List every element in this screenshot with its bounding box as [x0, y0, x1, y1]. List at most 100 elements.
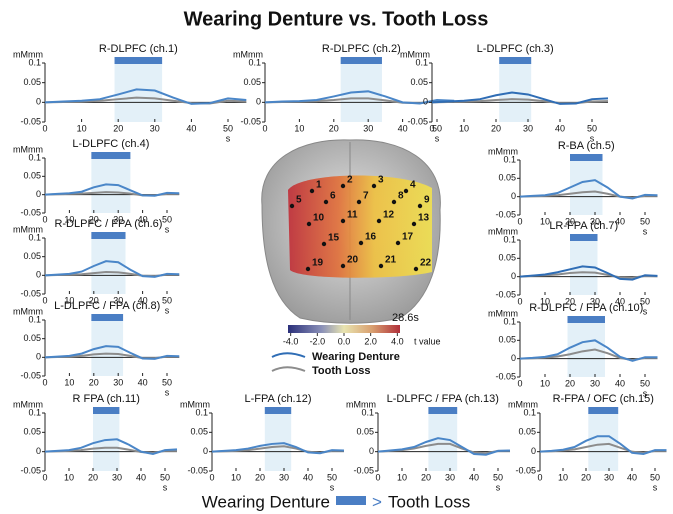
x-tick-label: 10 [64, 214, 74, 224]
panel-title: R-DLPFC (ch.2) [322, 43, 401, 55]
y-tick-label: 0 [369, 446, 374, 456]
colorbar-tick-label: -2.0 [310, 336, 326, 346]
panel-title: L-FPA (ch.12) [244, 393, 311, 405]
x-tick-label: 0 [517, 216, 522, 226]
channel-label: 2 [347, 175, 353, 186]
x-tick-label: 0 [42, 214, 47, 224]
y-tick-label: -0.05 [515, 465, 536, 475]
series-line [44, 183, 180, 197]
colorbar-label: t value [414, 336, 441, 346]
x-axis-label: s [643, 388, 648, 398]
x-tick-label: 10 [64, 295, 74, 305]
channel-dot [411, 221, 417, 227]
y-tick-label: 0.05 [498, 335, 516, 345]
panel-title: L-DLPFC (ch.4) [72, 138, 149, 150]
legend-line [271, 366, 306, 372]
channel-dot [356, 199, 362, 205]
series-line [431, 91, 609, 105]
significance-bar [570, 154, 603, 161]
y-tick-label: 0.1 [361, 407, 374, 417]
legend-line [271, 352, 306, 358]
x-tick-label: 20 [89, 295, 99, 305]
x-axis-label: s [165, 305, 170, 315]
x-tick-label: 40 [138, 214, 148, 224]
x-tick-label: 50 [223, 123, 233, 133]
x-axis-label: s [165, 387, 170, 397]
channel-label: 1 [316, 180, 322, 191]
footer-right: Tooth Loss [388, 492, 470, 511]
task-shade [567, 322, 605, 377]
channel-dot [413, 266, 419, 272]
y-tick-label: -0.05 [20, 207, 41, 217]
y-tick-label: 0.05 [410, 77, 428, 87]
task-shade [264, 413, 292, 471]
x-axis-label: s [590, 133, 595, 143]
channel-dot [378, 263, 384, 269]
y-tick-label: 0.1 [28, 314, 41, 324]
y-tick-label: 0 [36, 270, 41, 280]
y-tick-label: 0.05 [498, 253, 516, 263]
significance-bar [264, 407, 292, 414]
channel-label: 6 [330, 191, 336, 202]
y-tick-label: 0.05 [498, 173, 516, 183]
panel-title: L-DLPFC (ch.3) [477, 43, 554, 55]
x-tick-label: 40 [136, 472, 146, 482]
x-tick-label: 30 [279, 472, 289, 482]
significance-bar [91, 232, 126, 239]
channel-label: 21 [385, 255, 397, 266]
x-tick-label: 50 [432, 123, 442, 133]
channel-label: 22 [420, 258, 432, 269]
x-tick-label: 40 [555, 123, 565, 133]
y-tick-label: 0 [511, 191, 516, 201]
y-tick-label: -0.05 [495, 289, 516, 299]
y-tick-label: 0.1 [248, 57, 261, 67]
y-axis-label: mMmm [400, 49, 430, 59]
y-tick-label: 0.1 [28, 407, 41, 417]
x-tick-label: 30 [604, 472, 614, 482]
panel-title: L-DLPFC / FPA (ch.8) [54, 300, 160, 312]
y-tick-label: 0.1 [503, 234, 516, 244]
channel-dot [323, 199, 329, 205]
y-tick-label: 0 [36, 189, 41, 199]
x-tick-label: 50 [162, 295, 172, 305]
channel-label: 19 [312, 258, 324, 269]
x-tick-label: 10 [459, 123, 469, 133]
y-tick-label: 0.05 [23, 171, 41, 181]
y-tick-label: -0.05 [20, 116, 41, 126]
x-tick-label: 50 [640, 378, 650, 388]
series-line [211, 442, 345, 455]
y-tick-label: 0 [423, 97, 428, 107]
y-tick-label: 0.1 [523, 407, 536, 417]
panel-title: R-DLPFC / FPA (ch.10) [529, 302, 643, 314]
y-tick-label: 0.05 [243, 77, 261, 87]
x-tick-label: 10 [64, 377, 74, 387]
brain [261, 139, 441, 333]
channel-label: 13 [418, 213, 430, 224]
y-axis-label: mMmm [13, 49, 43, 59]
channel-label: 11 [347, 210, 358, 221]
x-tick-label: 0 [517, 378, 522, 388]
significance-bar [340, 57, 382, 64]
series-line [44, 438, 178, 456]
series-line [44, 345, 180, 360]
y-tick-label: -0.05 [20, 465, 41, 475]
channel-label: 20 [347, 255, 359, 266]
x-axis-label: s [643, 226, 648, 236]
y-tick-label: 0 [256, 97, 261, 107]
y-tick-label: -0.05 [240, 116, 261, 126]
x-axis-label: s [643, 306, 648, 316]
x-tick-label: 30 [590, 216, 600, 226]
x-tick-label: 40 [398, 123, 408, 133]
x-tick-label: 30 [113, 214, 123, 224]
colorbar-tick-label: 0.0 [338, 336, 351, 346]
x-tick-label: 20 [329, 123, 339, 133]
x-tick-label: 10 [77, 123, 87, 133]
x-tick-label: 50 [160, 472, 170, 482]
channel-dot [309, 188, 315, 194]
channel-dot [340, 263, 346, 269]
